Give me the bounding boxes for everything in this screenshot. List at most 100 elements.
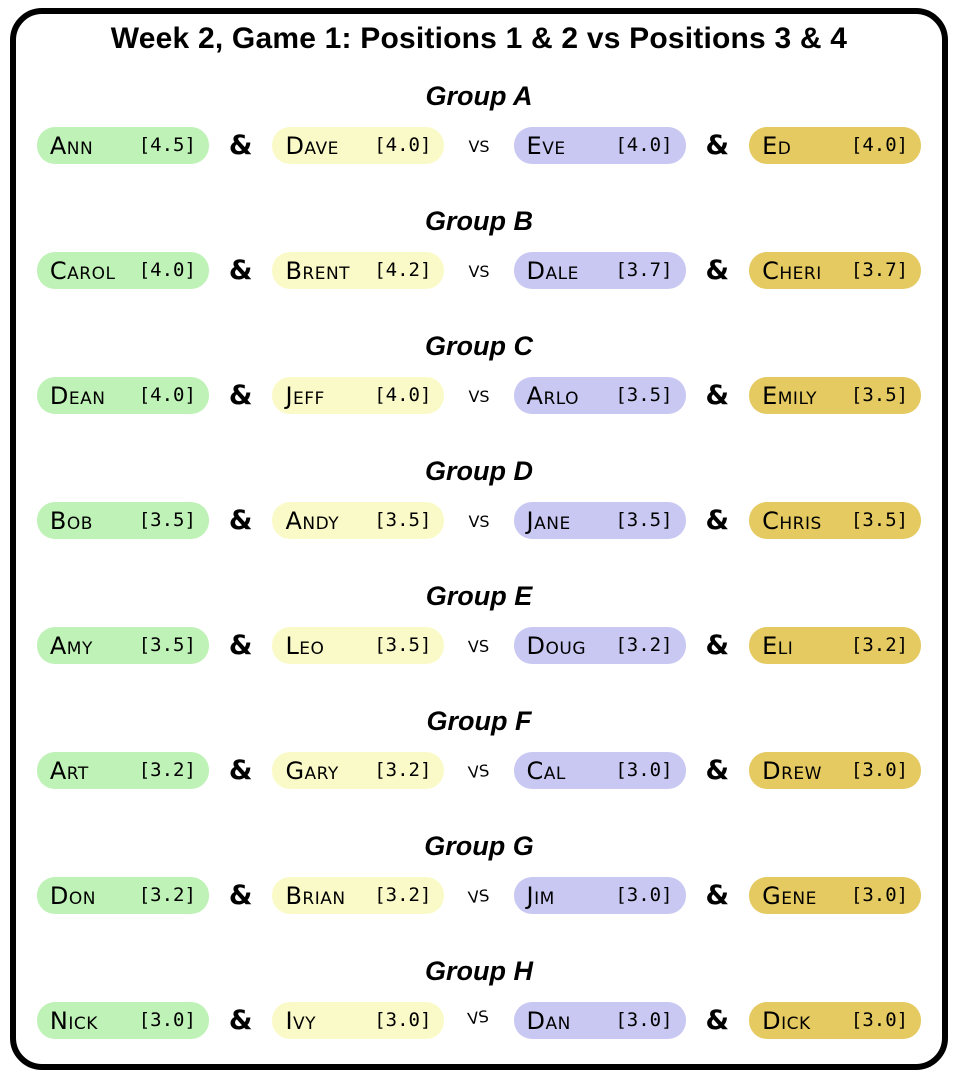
player-pill-position3: Doug [3.2] — [513, 627, 686, 664]
player-name: Ed — [762, 131, 792, 160]
player-pill-position2: Ivy [3.0] — [272, 1002, 445, 1039]
player-pill-position1: Ann [4.5] — [36, 127, 209, 164]
vs-separator: vs — [468, 132, 490, 158]
and-separator: & — [705, 380, 730, 411]
player-name: Brian — [285, 881, 346, 910]
and-separator: & — [705, 630, 730, 661]
player-rating: [3.2] — [374, 884, 432, 906]
player-name: Jeff — [285, 381, 325, 410]
and-separator: & — [705, 255, 730, 286]
group-title: Group C — [425, 331, 533, 361]
vs-separator: vs — [468, 507, 490, 533]
player-pill-position2: Andy [3.5] — [272, 502, 445, 539]
group-title: Group H — [425, 956, 533, 986]
player-rating: [3.2] — [138, 759, 196, 781]
and-separator: & — [228, 880, 253, 911]
player-rating: [3.7] — [850, 259, 909, 281]
group-section: Group H Nick [3.0] & Ivy [3.0] vs Dan [3… — [16, 931, 942, 1056]
player-rating: [3.0] — [374, 1009, 432, 1031]
player-name: Art — [49, 756, 89, 785]
player-pill-position1: Bob [3.5] — [36, 502, 209, 539]
player-name: Eli — [762, 631, 794, 660]
player-pill-position4: Emily [3.5] — [749, 377, 922, 414]
player-name: Dan — [526, 1006, 571, 1035]
group-section: Group D Bob [3.5] & Andy [3.5] vs Jane [… — [16, 431, 942, 556]
player-rating: [3.5] — [374, 509, 432, 531]
player-name: Cal — [526, 756, 566, 785]
player-pill-position2: Jeff [4.0] — [272, 377, 445, 414]
player-rating: [3.0] — [615, 884, 673, 906]
player-rating: [3.5] — [138, 509, 196, 531]
group-section: Group B Carol [4.0] & Brent [4.2] vs Dal… — [16, 181, 942, 306]
player-name: Cheri — [762, 256, 822, 285]
player-name: Carol — [49, 256, 116, 285]
player-name: Ann — [49, 131, 94, 160]
matchup-row: Dean [4.0] & Jeff [4.0] vs Arlo [3.5] & … — [36, 377, 922, 414]
group-title: Group E — [425, 581, 533, 611]
player-name: Leo — [285, 631, 325, 660]
and-separator: & — [228, 255, 253, 286]
player-name: Andy — [285, 506, 340, 535]
player-rating: [3.5] — [138, 634, 196, 656]
schedule-card: Week 2, Game 1: Positions 1 & 2 vs Posit… — [10, 8, 948, 1070]
player-rating: [3.0] — [850, 884, 909, 906]
player-rating: [3.7] — [615, 259, 673, 281]
player-pill-position2: Dave [4.0] — [272, 127, 445, 164]
vs-separator: vs — [466, 880, 491, 910]
player-name: Gary — [285, 756, 339, 785]
group-section: Group F Art [3.2] & Gary [3.2] vs Cal [3… — [16, 681, 942, 806]
player-pill-position1: Nick [3.0] — [36, 1002, 209, 1039]
and-separator: & — [228, 630, 253, 661]
group-section: Group C Dean [4.0] & Jeff [4.0] vs Arlo … — [16, 306, 942, 431]
page-title: Week 2, Game 1: Positions 1 & 2 vs Posit… — [110, 22, 848, 55]
group-section: Group E Amy [3.5] & Leo [3.5] vs Doug [3… — [16, 556, 942, 681]
player-name: Brent — [285, 256, 351, 285]
player-rating: [3.0] — [615, 759, 673, 781]
player-rating: [3.0] — [850, 1009, 909, 1031]
player-pill-position1: Amy [3.5] — [36, 627, 209, 664]
and-separator: & — [705, 1005, 730, 1036]
player-name: Doug — [526, 631, 587, 660]
player-rating: [4.0] — [615, 134, 673, 156]
player-rating: [4.0] — [138, 384, 196, 406]
player-pill-position3: Jim [3.0] — [513, 877, 686, 914]
player-pill-position4: Chris [3.5] — [749, 502, 922, 539]
matchup-row: Art [3.2] & Gary [3.2] vs Cal [3.0] & Dr… — [36, 752, 922, 789]
and-separator: & — [705, 130, 730, 161]
matchup-row: Ann [4.5] & Dave [4.0] vs Eve [4.0] & Ed… — [36, 127, 922, 164]
player-name: Emily — [762, 381, 818, 410]
groups-container: Group A Ann [4.5] & Dave [4.0] vs Eve [4… — [16, 56, 942, 1056]
player-name: Chris — [762, 506, 822, 535]
player-rating: [4.0] — [850, 134, 909, 156]
player-pill-position2: Brian [3.2] — [272, 877, 445, 914]
player-rating: [4.5] — [138, 134, 196, 156]
player-name: Dale — [526, 256, 579, 285]
player-name: Gene — [762, 881, 817, 910]
player-name: Jim — [526, 881, 555, 910]
group-title: Group G — [424, 831, 534, 861]
player-rating: [4.0] — [374, 134, 432, 156]
player-rating: [3.2] — [850, 634, 909, 656]
player-pill-position3: Eve [4.0] — [513, 127, 686, 164]
player-name: Eve — [526, 131, 566, 160]
player-pill-position3: Cal [3.0] — [513, 752, 686, 789]
player-pill-position4: Drew [3.0] — [749, 752, 922, 789]
player-pill-position2: Gary [3.2] — [272, 752, 445, 789]
player-name: Amy — [49, 631, 93, 660]
vs-separator: vs — [468, 382, 490, 408]
player-name: Nick — [49, 1006, 98, 1035]
player-rating: [3.2] — [615, 634, 673, 656]
player-rating: [3.5] — [850, 509, 909, 531]
player-pill-position1: Dean [4.0] — [36, 377, 209, 414]
vs-separator: vs — [467, 631, 491, 659]
and-separator: & — [228, 380, 253, 411]
player-pill-position3: Dan [3.0] — [513, 1002, 686, 1039]
player-rating: [3.0] — [138, 1009, 196, 1031]
group-title: Group B — [425, 206, 533, 236]
player-pill-position3: Dale [3.7] — [513, 252, 686, 289]
player-pill-position1: Art [3.2] — [36, 752, 209, 789]
player-pill-position4: Cheri [3.7] — [749, 252, 922, 289]
group-section: Group A Ann [4.5] & Dave [4.0] vs Eve [4… — [16, 56, 942, 181]
group-title: Group A — [425, 81, 533, 111]
player-pill-position1: Don [3.2] — [36, 877, 209, 914]
